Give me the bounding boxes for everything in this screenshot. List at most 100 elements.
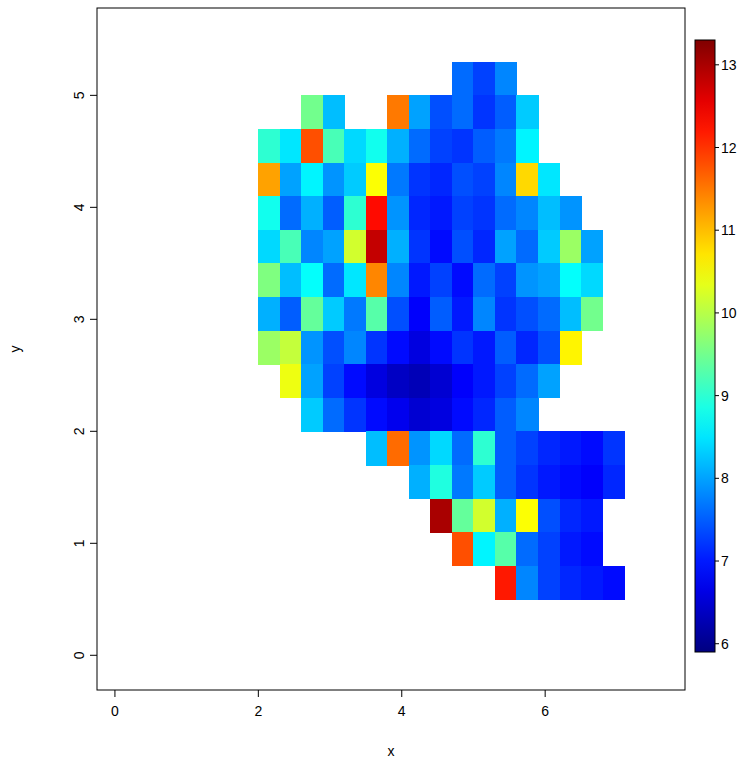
chart: 0246012345xy678910111213 xyxy=(0,0,745,772)
raster-cell xyxy=(473,62,495,96)
raster-cell xyxy=(473,263,495,297)
raster-cell xyxy=(366,196,388,230)
raster-cell xyxy=(366,163,388,197)
raster-cell xyxy=(387,196,409,230)
raster-cell xyxy=(516,297,538,331)
raster-cell xyxy=(452,263,474,297)
raster-cell xyxy=(344,364,366,398)
raster-cell xyxy=(430,499,452,533)
raster-cell xyxy=(452,465,474,499)
raster-cell xyxy=(366,129,388,163)
raster-cell xyxy=(430,163,452,197)
raster-cell xyxy=(516,364,538,398)
raster-cell xyxy=(409,129,431,163)
raster-cell xyxy=(323,129,345,163)
raster-cell xyxy=(581,532,603,566)
raster-cell xyxy=(301,196,323,230)
raster-cell xyxy=(495,364,517,398)
raster-cell xyxy=(581,499,603,533)
raster-cell xyxy=(560,566,582,600)
raster-cell xyxy=(430,297,452,331)
raster-cell xyxy=(452,129,474,163)
raster-cell xyxy=(538,263,560,297)
y-tick xyxy=(90,655,97,656)
raster-cell xyxy=(452,196,474,230)
raster-cell xyxy=(301,230,323,264)
raster-cell xyxy=(387,331,409,365)
raster-cell xyxy=(581,230,603,264)
raster-cell xyxy=(560,465,582,499)
raster-cell xyxy=(516,95,538,129)
raster-cell xyxy=(366,230,388,264)
raster-cell xyxy=(495,532,517,566)
x-tick-label: 4 xyxy=(398,703,406,719)
raster-cell xyxy=(301,331,323,365)
colorbar-tick xyxy=(715,395,719,396)
colorbar-tick xyxy=(715,643,719,644)
raster-cell xyxy=(603,431,625,465)
raster-cell xyxy=(452,499,474,533)
raster-cell xyxy=(581,465,603,499)
raster-cell xyxy=(387,230,409,264)
raster-cell xyxy=(280,230,302,264)
raster-cell xyxy=(495,398,517,432)
raster-cell xyxy=(387,431,409,465)
raster-cell xyxy=(258,230,280,264)
raster-cell xyxy=(495,230,517,264)
raster-cell xyxy=(495,297,517,331)
raster-cell xyxy=(344,297,366,331)
raster-cell xyxy=(538,331,560,365)
raster-cell xyxy=(495,62,517,96)
raster-cell xyxy=(258,196,280,230)
raster-cell xyxy=(344,163,366,197)
colorbar-tick xyxy=(715,312,719,313)
raster-cell xyxy=(258,163,280,197)
colorbar-tick-label: 13 xyxy=(721,57,737,73)
raster-cell xyxy=(344,196,366,230)
raster-cell xyxy=(495,499,517,533)
raster-cell xyxy=(301,95,323,129)
raster-cell xyxy=(301,297,323,331)
raster-cell xyxy=(516,465,538,499)
raster-cell xyxy=(560,196,582,230)
y-tick-label: 4 xyxy=(71,203,87,211)
raster-cell xyxy=(409,297,431,331)
raster-cell xyxy=(516,431,538,465)
raster-cell xyxy=(301,364,323,398)
raster-cell xyxy=(473,431,495,465)
raster-cell xyxy=(603,566,625,600)
raster-cell xyxy=(516,499,538,533)
raster-cell xyxy=(409,263,431,297)
raster-cell xyxy=(323,196,345,230)
raster-cell xyxy=(495,95,517,129)
raster-cell xyxy=(280,297,302,331)
raster-cell xyxy=(280,196,302,230)
y-tick-label: 3 xyxy=(71,315,87,323)
raster-cell xyxy=(323,297,345,331)
colorbar-tick xyxy=(715,64,719,65)
raster-cell xyxy=(516,398,538,432)
raster-cell xyxy=(430,331,452,365)
x-tick-label: 2 xyxy=(254,703,262,719)
raster xyxy=(258,62,624,600)
raster-cell xyxy=(366,331,388,365)
raster-cell xyxy=(538,566,560,600)
raster-cell xyxy=(344,398,366,432)
raster-cell xyxy=(323,95,345,129)
raster-cell xyxy=(366,431,388,465)
raster-cell xyxy=(387,398,409,432)
raster-cell xyxy=(280,331,302,365)
raster-cell xyxy=(516,163,538,197)
raster-cell xyxy=(366,297,388,331)
raster-cell xyxy=(387,364,409,398)
raster-cell xyxy=(473,398,495,432)
raster-cell xyxy=(409,331,431,365)
raster-cell xyxy=(495,129,517,163)
raster-cell xyxy=(452,331,474,365)
raster-cell xyxy=(473,364,495,398)
raster-cell xyxy=(409,196,431,230)
raster-cell xyxy=(452,431,474,465)
raster-cell xyxy=(258,331,280,365)
raster-cell xyxy=(473,230,495,264)
raster-cell xyxy=(516,129,538,163)
